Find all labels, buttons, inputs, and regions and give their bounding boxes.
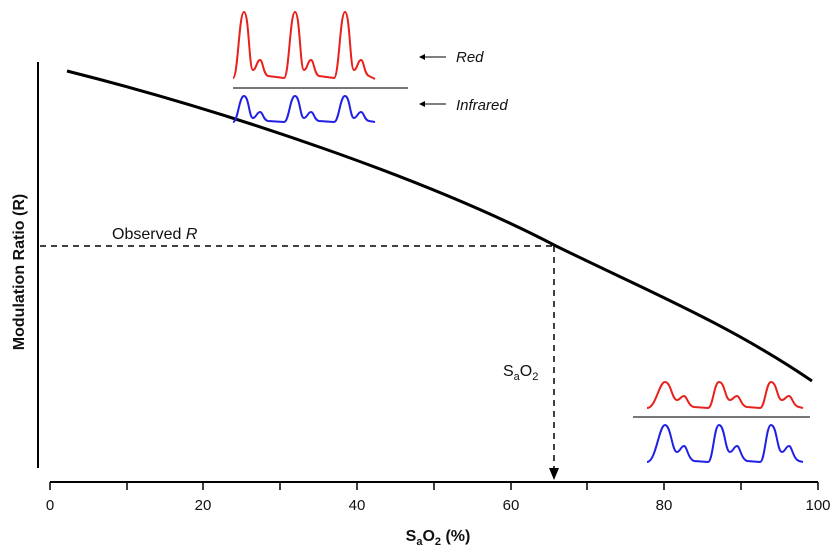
x-tick-label: 100 <box>805 497 830 514</box>
red-pointer-arrowhead <box>419 54 425 60</box>
y-axis-title: Modulation Ratio (R) <box>11 194 28 350</box>
infrared-waveform-bottom <box>646 423 804 464</box>
x-tick-label: 0 <box>46 497 54 514</box>
red-waveform-top <box>232 10 376 80</box>
x-axis-ticks <box>49 482 819 490</box>
x-axis-title: SaO2 (%) <box>406 528 471 548</box>
x-tick-label: 80 <box>656 497 673 514</box>
sao2-label: SaO2 <box>503 363 538 383</box>
red-legend-label: Red <box>456 49 484 66</box>
red-waveform-bottom <box>646 380 804 410</box>
x-tick-label: 60 <box>503 497 520 514</box>
top-waveform-inset: Red Infrared <box>232 10 508 124</box>
calibration-curve <box>66 69 813 383</box>
observed-r-label: Observed R <box>112 226 198 243</box>
bottom-waveform-inset <box>633 380 810 464</box>
sao2-arrowhead <box>549 468 559 480</box>
x-tick-label: 20 <box>195 497 212 514</box>
infrared-pointer-arrowhead <box>419 101 425 107</box>
infrared-waveform-top <box>232 94 376 124</box>
infrared-legend-label: Infrared <box>456 97 508 114</box>
x-tick-label: 40 <box>349 497 366 514</box>
